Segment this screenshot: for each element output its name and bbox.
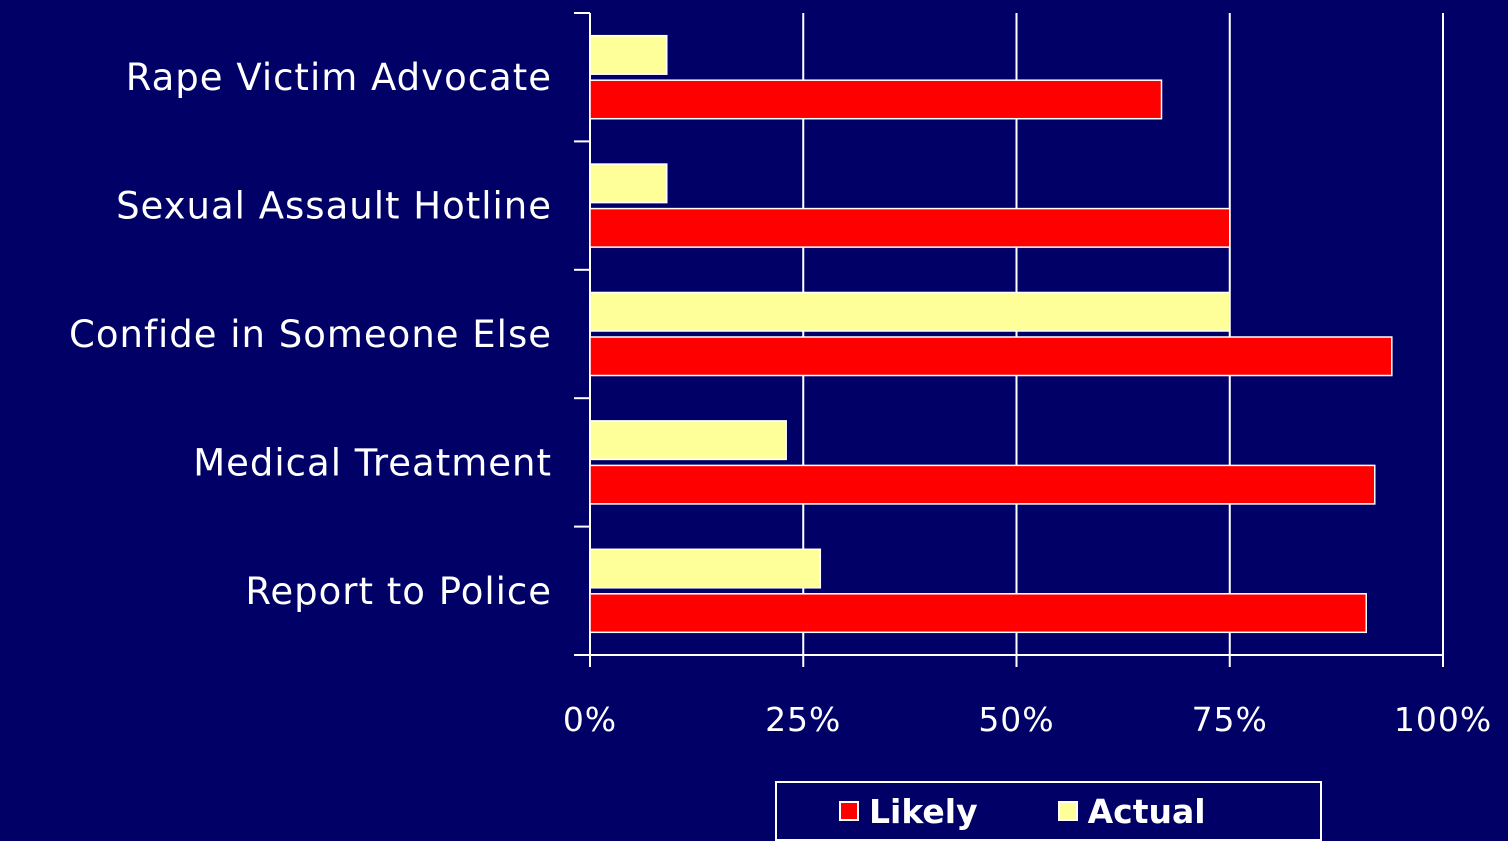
bar-actual-3	[589, 420, 787, 461]
legend-item-likely: Likely	[839, 792, 978, 831]
legend-label-likely: Likely	[869, 791, 978, 831]
bar-actual-4	[589, 548, 822, 589]
legend: Likely Actual	[775, 781, 1322, 841]
category-label-1: Sexual Assault Hotline	[116, 185, 552, 228]
category-label-2: Confide in Someone Else	[69, 313, 552, 356]
x-tick-label-4: 100%	[1394, 700, 1492, 739]
legend-swatch-likely	[839, 801, 859, 821]
legend-item-actual: Actual	[1057, 791, 1206, 831]
category-label-4: Report to Police	[245, 570, 552, 613]
bar-likely-0	[589, 79, 1163, 120]
x-tick-label-2: 50%	[978, 700, 1054, 739]
bar-likely-3	[589, 464, 1376, 505]
bar-likely-4	[589, 593, 1367, 634]
bar-actual-1	[589, 163, 668, 204]
bar-likely-1	[589, 207, 1231, 248]
x-tick-label-3: 75%	[1192, 700, 1268, 739]
legend-label-actual: Actual	[1087, 791, 1206, 831]
bar-actual-0	[589, 34, 668, 75]
category-label-3: Medical Treatment	[193, 441, 552, 484]
category-label-0: Rape Victim Advocate	[126, 56, 552, 99]
x-tick-label-0: 0%	[563, 700, 617, 739]
legend-swatch-actual	[1057, 801, 1078, 821]
bar-likely-2	[589, 336, 1393, 377]
x-tick-label-1: 25%	[765, 700, 841, 739]
bar-actual-2	[589, 291, 1231, 332]
